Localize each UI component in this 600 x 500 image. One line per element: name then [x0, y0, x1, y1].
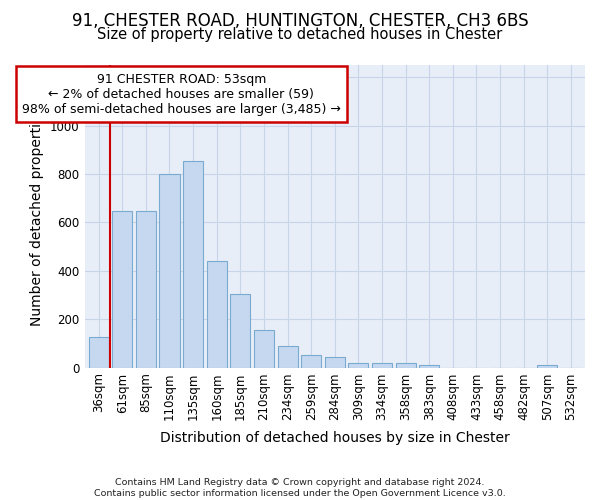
Bar: [395, 362, 416, 368]
Bar: [325, 358, 345, 368]
Bar: [278, 346, 298, 368]
Bar: [254, 330, 274, 368]
Bar: [349, 363, 368, 368]
Bar: [112, 212, 133, 368]
Bar: [419, 365, 439, 368]
Bar: [183, 160, 203, 368]
Bar: [206, 261, 227, 368]
Bar: [301, 355, 321, 368]
Text: Contains HM Land Registry data © Crown copyright and database right 2024.
Contai: Contains HM Land Registry data © Crown c…: [94, 478, 506, 498]
X-axis label: Distribution of detached houses by size in Chester: Distribution of detached houses by size …: [160, 431, 509, 445]
Bar: [230, 294, 250, 368]
Bar: [537, 365, 557, 368]
Text: Size of property relative to detached houses in Chester: Size of property relative to detached ho…: [97, 28, 503, 42]
Text: 91 CHESTER ROAD: 53sqm
← 2% of detached houses are smaller (59)
98% of semi-deta: 91 CHESTER ROAD: 53sqm ← 2% of detached …: [22, 72, 341, 116]
Bar: [372, 362, 392, 368]
Bar: [89, 338, 109, 368]
Text: 91, CHESTER ROAD, HUNTINGTON, CHESTER, CH3 6BS: 91, CHESTER ROAD, HUNTINGTON, CHESTER, C…: [71, 12, 529, 30]
Bar: [136, 212, 156, 368]
Bar: [160, 174, 179, 368]
Y-axis label: Number of detached properties: Number of detached properties: [31, 107, 44, 326]
